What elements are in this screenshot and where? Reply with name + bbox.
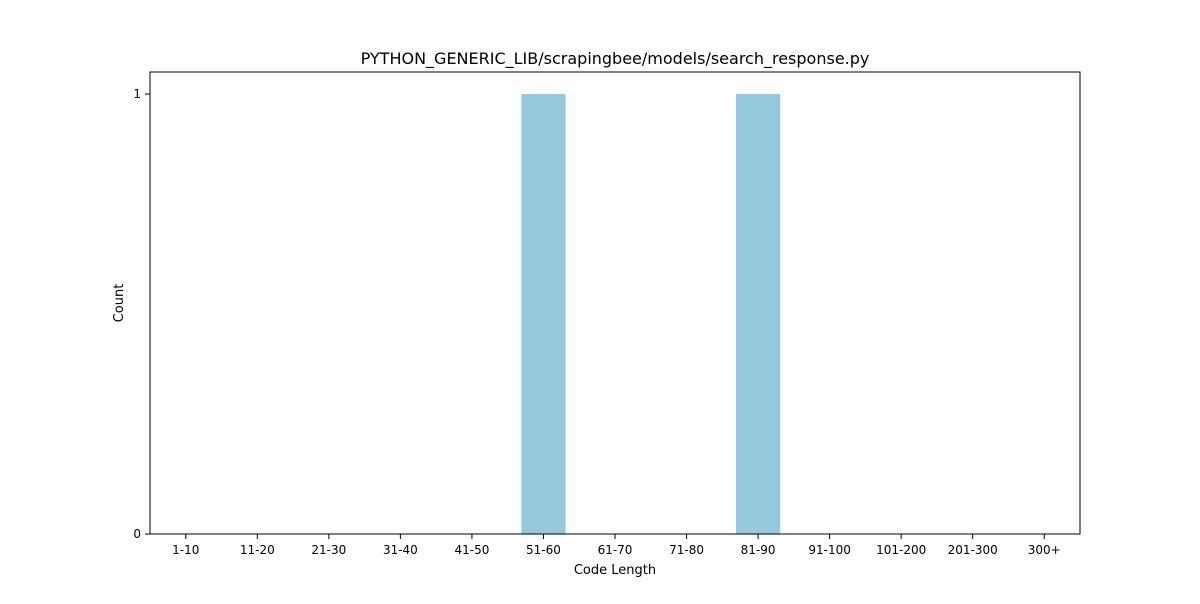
x-tick-label: 51-60 [526,543,561,557]
y-tick-label: 0 [133,527,141,541]
x-axis-label: Code Length [574,563,656,578]
x-tick-label: 31-40 [383,543,418,557]
x-tick-label: 300+ [1028,543,1061,557]
x-tick-label: 41-50 [454,543,489,557]
x-tick-label: 81-90 [741,543,776,557]
y-axis-label: Count [112,284,127,323]
x-tick-label: 71-80 [669,543,704,557]
y-axis-ticks: 01 [133,87,150,541]
x-tick-label: 101-200 [876,543,926,557]
x-axis-ticks: 1-10 11-20 21-30 31-40 41-50 51-60 61-70 71-80 8… [172,534,1061,557]
y-tick-label: 1 [133,87,141,101]
x-tick-label: 201-300 [948,543,998,557]
bars-group [521,94,781,534]
bar-51-60 [521,94,566,534]
x-tick-label: 21-30 [311,543,346,557]
x-tick-label: 61-70 [598,543,633,557]
x-tick-label: 1-10 [172,543,199,557]
x-tick-label: 11-20 [240,543,275,557]
x-tick-label: 91-100 [808,543,851,557]
bar-81-90 [735,94,781,534]
chart-title: PYTHON_GENERIC_LIB/scrapingbee/models/se… [361,49,870,69]
